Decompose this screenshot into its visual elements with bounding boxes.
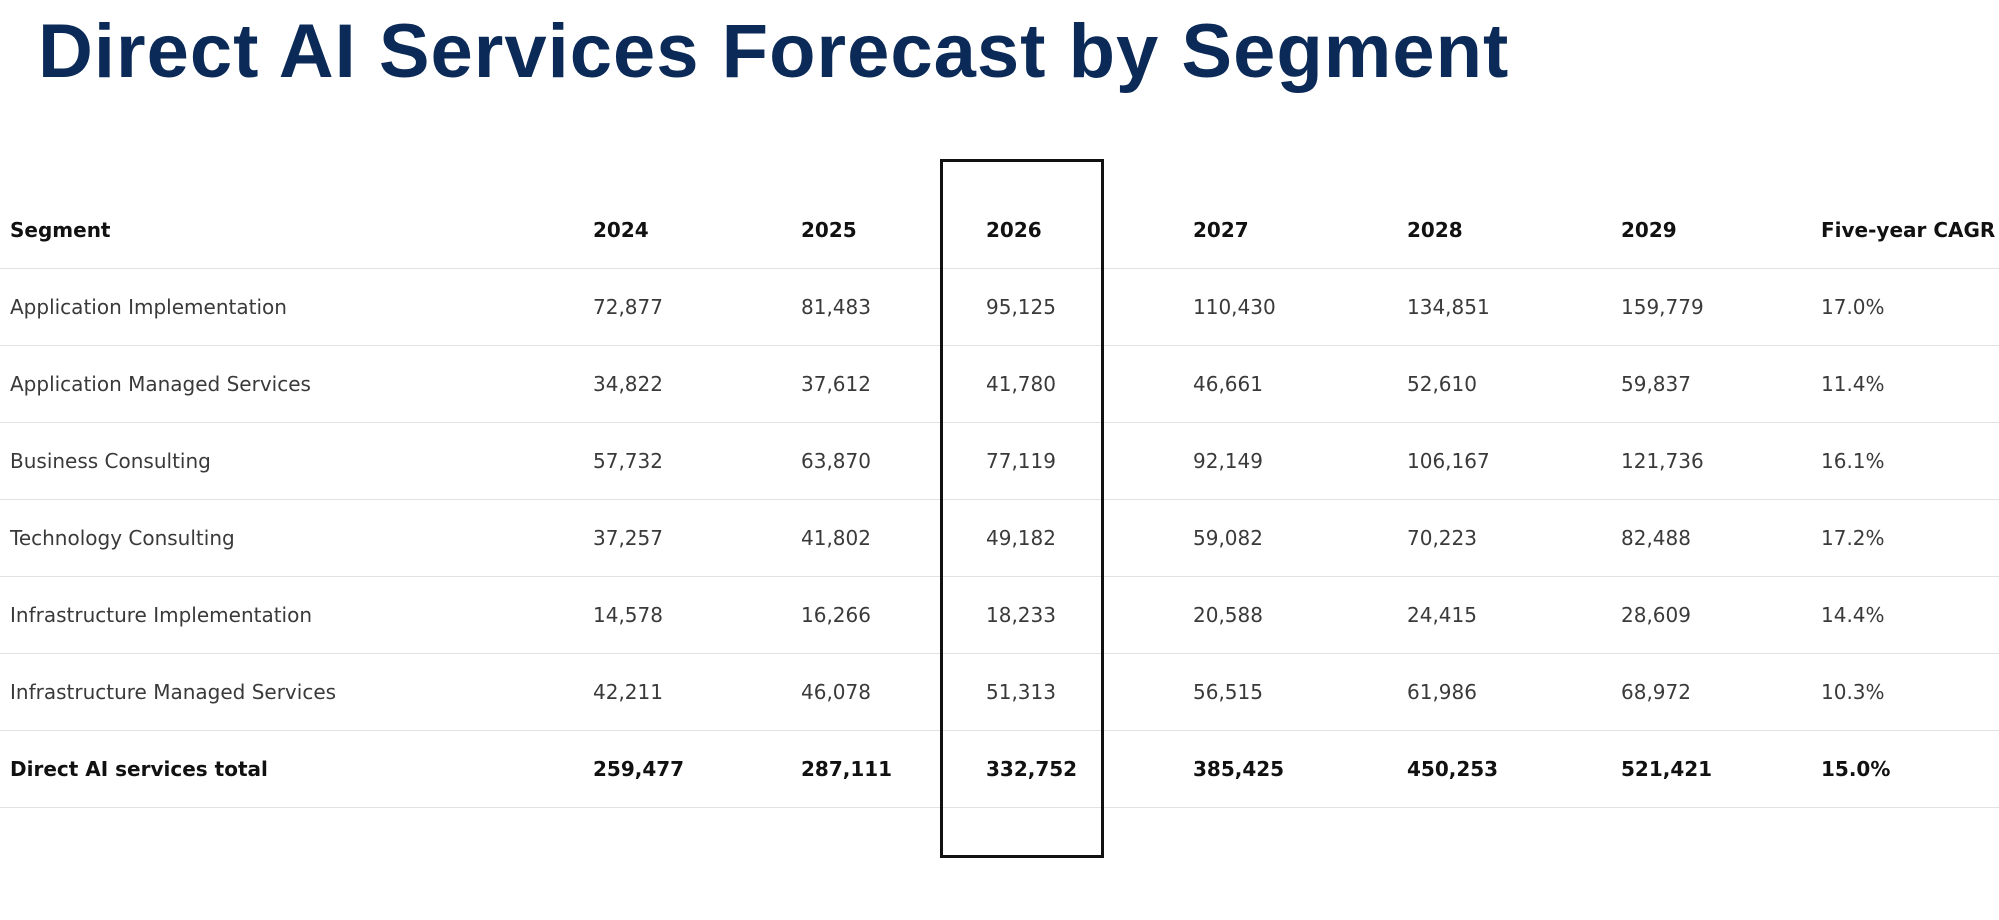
- value-cell-2029: 28,609: [1621, 603, 1691, 627]
- value-cell-2024: 72,877: [593, 295, 663, 319]
- value-cell-2025: 81,483: [801, 295, 871, 319]
- value-cell-2024: 37,257: [593, 526, 663, 550]
- segment-cell: Business Consulting: [10, 449, 211, 473]
- value-cell-2028: 61,986: [1407, 680, 1477, 704]
- segment-cell: Technology Consulting: [10, 526, 235, 550]
- segment-cell: Application Managed Services: [10, 372, 311, 396]
- value-cell-2028: 134,851: [1407, 295, 1490, 319]
- value-cell-2028: 52,610: [1407, 372, 1477, 396]
- value-cell-2027: 20,588: [1193, 603, 1263, 627]
- table-total-row: Direct AI services total 259,477 287,111…: [0, 731, 1999, 808]
- header-five-year-cagr: Five-year CAGR: [1821, 218, 1996, 242]
- header-2024: 2024: [593, 218, 649, 242]
- table-row: Infrastructure Managed Services 42,211 4…: [0, 654, 1999, 731]
- value-cell-2028: 24,415: [1407, 603, 1477, 627]
- value-cell-2024: 42,211: [593, 680, 663, 704]
- value-cell-2029: 121,736: [1621, 449, 1704, 473]
- page-title: Direct AI Services Forecast by Segment: [38, 9, 1510, 94]
- value-cell-2026: 51,313: [986, 680, 1056, 704]
- cagr-cell: 10.3%: [1821, 680, 1885, 704]
- total-cell-2024: 259,477: [593, 757, 685, 781]
- table-row: Application Implementation 72,877 81,483…: [0, 269, 1999, 346]
- value-cell-2029: 82,488: [1621, 526, 1691, 550]
- value-cell-2026: 77,119: [986, 449, 1056, 473]
- value-cell-2025: 46,078: [801, 680, 871, 704]
- segment-cell: Infrastructure Managed Services: [10, 680, 337, 704]
- value-cell-2028: 70,223: [1407, 526, 1477, 550]
- total-cell-2029: 521,421: [1621, 757, 1713, 781]
- segment-cell: Infrastructure Implementation: [10, 603, 313, 627]
- value-cell-2029: 59,837: [1621, 372, 1691, 396]
- header-2026: 2026: [986, 218, 1042, 242]
- value-cell-2024: 57,732: [593, 449, 663, 473]
- value-cell-2026: 49,182: [986, 526, 1056, 550]
- table-row: Application Managed Services 34,822 37,6…: [0, 346, 1999, 423]
- total-cell-2026: 332,752: [986, 757, 1078, 781]
- header-segment: Segment: [10, 218, 111, 242]
- cagr-cell: 17.2%: [1821, 526, 1885, 550]
- value-cell-2025: 16,266: [801, 603, 871, 627]
- cagr-cell: 11.4%: [1821, 372, 1885, 396]
- table-row: Business Consulting 57,732 63,870 77,119…: [0, 423, 1999, 500]
- value-cell-2025: 63,870: [801, 449, 871, 473]
- value-cell-2029: 159,779: [1621, 295, 1704, 319]
- value-cell-2026: 18,233: [986, 603, 1056, 627]
- total-cagr-cell: 15.0%: [1821, 757, 1891, 781]
- value-cell-2024: 14,578: [593, 603, 663, 627]
- cagr-cell: 16.1%: [1821, 449, 1885, 473]
- cagr-cell: 14.4%: [1821, 603, 1885, 627]
- value-cell-2025: 41,802: [801, 526, 871, 550]
- value-cell-2029: 68,972: [1621, 680, 1691, 704]
- header-2025: 2025: [801, 218, 857, 242]
- value-cell-2028: 106,167: [1407, 449, 1490, 473]
- table-header-row: Segment 2024 2025 2026 2027 2028 2029 Fi…: [0, 192, 1999, 269]
- segment-cell: Application Implementation: [10, 295, 287, 319]
- forecast-table: Segment 2024 2025 2026 2027 2028 2029 Fi…: [0, 192, 1999, 808]
- total-label-cell: Direct AI services total: [10, 757, 268, 781]
- value-cell-2025: 37,612: [801, 372, 871, 396]
- value-cell-2027: 46,661: [1193, 372, 1263, 396]
- total-cell-2025: 287,111: [801, 757, 893, 781]
- header-2028: 2028: [1407, 218, 1463, 242]
- value-cell-2027: 56,515: [1193, 680, 1263, 704]
- total-cell-2028: 450,253: [1407, 757, 1499, 781]
- value-cell-2026: 95,125: [986, 295, 1056, 319]
- header-2029: 2029: [1621, 218, 1677, 242]
- value-cell-2027: 92,149: [1193, 449, 1263, 473]
- table-row: Infrastructure Implementation 14,578 16,…: [0, 577, 1999, 654]
- total-cell-2027: 385,425: [1193, 757, 1285, 781]
- value-cell-2024: 34,822: [593, 372, 663, 396]
- table-row: Technology Consulting 37,257 41,802 49,1…: [0, 500, 1999, 577]
- header-2027: 2027: [1193, 218, 1249, 242]
- value-cell-2026: 41,780: [986, 372, 1056, 396]
- value-cell-2027: 59,082: [1193, 526, 1263, 550]
- value-cell-2027: 110,430: [1193, 295, 1276, 319]
- cagr-cell: 17.0%: [1821, 295, 1885, 319]
